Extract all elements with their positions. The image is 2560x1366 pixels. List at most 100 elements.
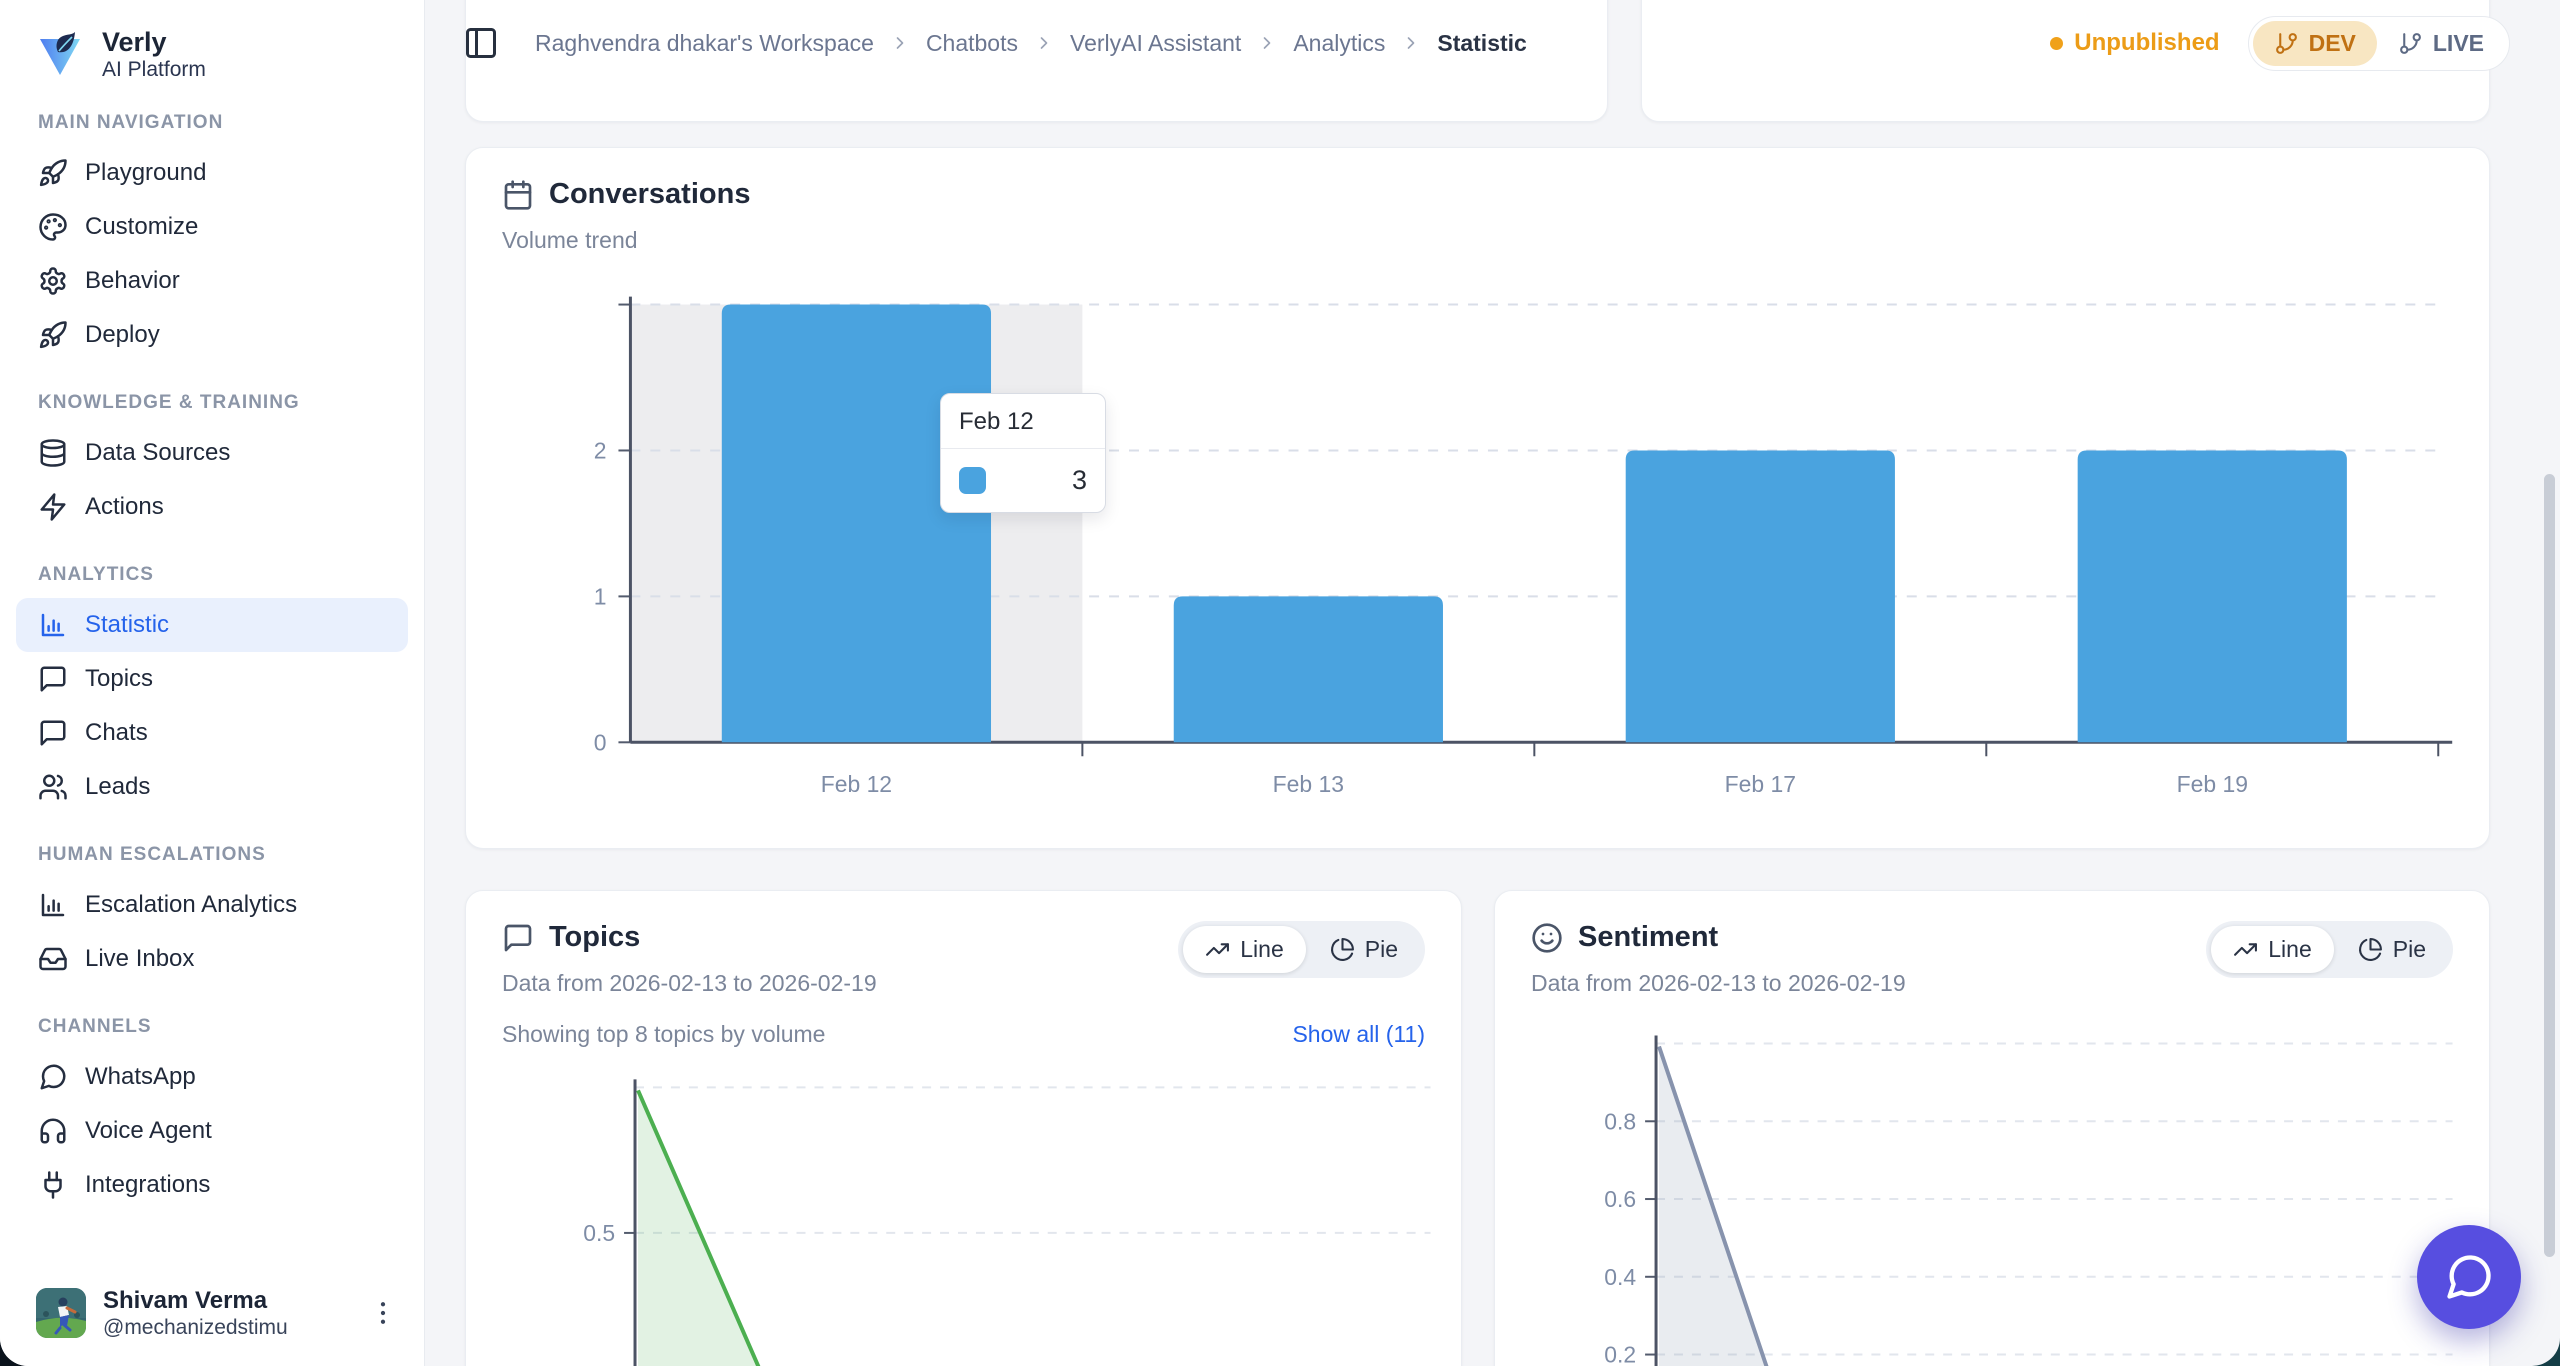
- chevron-right-icon: [1034, 33, 1054, 53]
- line-chart-icon: [2233, 937, 2258, 962]
- database-icon: [38, 438, 68, 468]
- verly-logo-icon: [36, 30, 84, 78]
- sidebar-nav: MAIN NAVIGATION Playground Customize Behavi…: [0, 112, 424, 1212]
- sentiment-chart-type-toggle: Line Pie: [2206, 921, 2453, 978]
- conversations-card: Conversations Volume trend 0 1 2 Feb 12 Feb …: [465, 147, 2490, 849]
- sidebar-item-topics[interactable]: Topics: [16, 652, 408, 706]
- svg-text:0: 0: [594, 729, 607, 755]
- breadcrumb-item-analytics[interactable]: Analytics: [1293, 29, 1386, 56]
- nav-section-label-analytics: ANALYTICS: [38, 564, 154, 586]
- svg-text:0.2: 0.2: [1604, 1342, 1636, 1366]
- topics-showing-text: Showing top 8 topics by volume: [502, 1021, 826, 1047]
- topics-chart-type-toggle: Line Pie: [1178, 921, 1425, 978]
- env-dev-button[interactable]: DEV: [2252, 20, 2377, 66]
- profile-name: Shivam Verma: [103, 1287, 268, 1314]
- sidebar-item-actions[interactable]: Actions: [16, 480, 408, 534]
- breadcrumb: Raghvendra dhakar's Workspace Chatbots Ver…: [535, 0, 1527, 86]
- breadcrumb-item-statistic[interactable]: Statistic: [1437, 29, 1527, 56]
- profile-section[interactable]: Shivam Verma @mechanizedstimu: [0, 1272, 424, 1356]
- brand-name: Verly: [102, 27, 167, 57]
- sidebar-item-escalation-analytics[interactable]: Escalation Analytics: [16, 878, 408, 932]
- svg-text:0.6: 0.6: [1604, 1186, 1636, 1212]
- pie-chart-icon: [1330, 937, 1355, 962]
- nav-section-label-main-navigation: MAIN NAVIGATION: [38, 112, 224, 134]
- conversations-subtitle: Volume trend: [502, 227, 638, 253]
- topics-card: Topics Data from 2026-02-13 to 2026-02-1…: [465, 890, 1462, 1366]
- rocket-icon: [38, 320, 68, 350]
- nav-section-label-channels: CHANNELS: [38, 1016, 152, 1038]
- topics-show-all-link[interactable]: Show all (11): [1292, 1021, 1425, 1047]
- sidebar-item-whatsapp[interactable]: WhatsApp: [16, 1050, 408, 1104]
- line-chart-icon: [1205, 937, 1230, 962]
- page-scrollbar[interactable]: [2544, 474, 2555, 1257]
- zap-icon: [38, 492, 68, 522]
- env-toggle: DEV LIVE: [2247, 15, 2510, 71]
- sidebar-item-integrations[interactable]: Integrations: [16, 1158, 408, 1212]
- sidebar-item-statistic[interactable]: Statistic: [16, 598, 408, 653]
- topbar: Raghvendra dhakar's Workspace Chatbots Ver…: [425, 0, 2560, 86]
- users-icon: [38, 772, 68, 802]
- bar-chart-icon: [38, 610, 68, 640]
- sidebar-item-voice-agent[interactable]: Voice Agent: [16, 1104, 408, 1158]
- sentiment-card: Sentiment Data from 2026-02-13 to 2026-0…: [1494, 890, 2490, 1366]
- sidebar-item-playground[interactable]: Playground: [16, 146, 408, 200]
- breadcrumb-item-verlyai-assistant[interactable]: VerlyAI Assistant: [1070, 29, 1242, 56]
- sidebar-toggle-icon[interactable]: [463, 25, 499, 61]
- rocket-icon: [38, 158, 68, 188]
- palette-icon: [38, 212, 68, 242]
- sentiment-line-button[interactable]: Line: [2211, 926, 2334, 973]
- more-vertical-icon[interactable]: [368, 1298, 398, 1328]
- svg-text:0.8: 0.8: [1604, 1108, 1636, 1134]
- sidebar-item-live-inbox[interactable]: Live Inbox: [16, 932, 408, 986]
- git-branch-icon: [2398, 31, 2423, 56]
- conversations-bar-chart[interactable]: 0 1 2 Feb 12 Feb 13 Feb 17 Feb 19: [466, 148, 2489, 848]
- chat-widget-button[interactable]: [2417, 1225, 2521, 1329]
- message-square-icon: [502, 922, 534, 954]
- status-dot: [2050, 36, 2064, 50]
- git-branch-icon: [2274, 31, 2299, 56]
- bar-chart-icon: [38, 890, 68, 920]
- chevron-right-icon: [1401, 33, 1421, 53]
- env-live-button[interactable]: LIVE: [2377, 21, 2505, 66]
- avatar: [36, 1288, 86, 1338]
- publish-status: Unpublished: [2050, 29, 2220, 57]
- chart-tooltip: Feb 12 3: [940, 393, 1106, 513]
- message-square-icon: [38, 718, 68, 748]
- chat-bubble-icon: [2443, 1251, 2495, 1303]
- tooltip-value: 3: [1071, 465, 1087, 495]
- nav-section-label-human-escalations: HUMAN ESCALATIONS: [38, 844, 266, 866]
- svg-text:Feb 19: Feb 19: [2177, 771, 2248, 797]
- svg-text:Feb 13: Feb 13: [1273, 771, 1344, 797]
- sentiment-pie-button[interactable]: Pie: [2336, 926, 2448, 973]
- card-title-sentiment: Sentiment: [1578, 921, 1719, 953]
- pie-chart-icon: [2358, 937, 2383, 962]
- card-title-topics: Topics: [549, 921, 641, 953]
- partial-card-left: [465, 0, 1608, 122]
- gear-icon: [38, 266, 68, 296]
- calendar-icon: [502, 179, 534, 211]
- headphones-icon: [38, 1116, 68, 1146]
- sidebar-item-leads[interactable]: Leads: [16, 760, 408, 814]
- inbox-icon: [38, 944, 68, 974]
- svg-text:1: 1: [594, 583, 607, 609]
- sidebar-item-behavior[interactable]: Behavior: [16, 254, 408, 308]
- tooltip-title: Feb 12: [941, 394, 1105, 449]
- sidebar-item-customize[interactable]: Customize: [16, 200, 408, 254]
- sidebar-item-data-sources[interactable]: Data Sources: [16, 426, 408, 480]
- message-square-icon: [38, 664, 68, 694]
- sidebar-item-deploy[interactable]: Deploy: [16, 308, 408, 362]
- status-label: Unpublished: [2074, 29, 2220, 56]
- svg-text:0.5: 0.5: [583, 1220, 615, 1246]
- tooltip-series-swatch: [959, 467, 986, 494]
- breadcrumb-item-raghvendra-dhakar-s-workspace[interactable]: Raghvendra dhakar's Workspace: [535, 29, 874, 56]
- plug-icon: [38, 1170, 68, 1200]
- topics-line-button[interactable]: Line: [1183, 926, 1306, 973]
- brand-subtitle: AI Platform: [102, 58, 206, 82]
- svg-text:2: 2: [594, 437, 607, 463]
- svg-text:Feb 17: Feb 17: [1725, 771, 1796, 797]
- topics-pie-button[interactable]: Pie: [1308, 926, 1420, 973]
- breadcrumb-item-chatbots[interactable]: Chatbots: [925, 29, 1018, 56]
- chevron-right-icon: [1257, 33, 1277, 53]
- sentiment-subtitle: Data from 2026-02-13 to 2026-02-19: [1531, 970, 1906, 996]
- sidebar-item-chats[interactable]: Chats: [16, 706, 408, 760]
